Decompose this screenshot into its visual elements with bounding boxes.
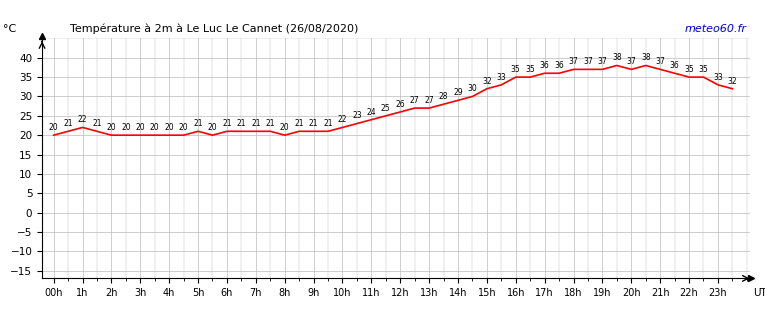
Text: 20: 20 [49, 123, 58, 132]
Text: 38: 38 [612, 53, 622, 62]
Text: 20: 20 [179, 123, 188, 132]
Text: 37: 37 [656, 57, 665, 66]
Text: 29: 29 [453, 88, 463, 97]
Text: 27: 27 [410, 96, 419, 105]
Text: 30: 30 [467, 84, 477, 93]
Text: 33: 33 [496, 73, 506, 82]
Text: °C: °C [3, 24, 16, 34]
Text: 20: 20 [207, 123, 217, 132]
Text: 37: 37 [568, 57, 578, 66]
Text: 21: 21 [236, 119, 246, 128]
Text: 37: 37 [597, 57, 607, 66]
Text: meteo60.fr: meteo60.fr [684, 24, 746, 34]
Text: 20: 20 [150, 123, 160, 132]
Text: 21: 21 [251, 119, 261, 128]
Text: 21: 21 [324, 119, 333, 128]
Text: 35: 35 [698, 65, 708, 74]
Text: 25: 25 [381, 104, 391, 113]
Text: 27: 27 [425, 96, 434, 105]
Text: 21: 21 [309, 119, 318, 128]
Text: 21: 21 [194, 119, 203, 128]
Text: 20: 20 [106, 123, 116, 132]
Text: UTC: UTC [754, 288, 765, 298]
Text: 36: 36 [540, 61, 549, 70]
Text: 37: 37 [627, 57, 636, 66]
Text: 21: 21 [222, 119, 232, 128]
Text: 35: 35 [511, 65, 521, 74]
Text: 35: 35 [526, 65, 535, 74]
Text: 32: 32 [728, 76, 737, 86]
Text: 26: 26 [396, 100, 405, 109]
Text: 37: 37 [583, 57, 593, 66]
Text: 32: 32 [482, 76, 492, 86]
Text: 21: 21 [63, 119, 73, 128]
Text: 20: 20 [280, 123, 289, 132]
Text: 22: 22 [337, 115, 347, 124]
Text: 38: 38 [641, 53, 650, 62]
Text: 21: 21 [93, 119, 102, 128]
Text: 36: 36 [554, 61, 564, 70]
Text: 20: 20 [135, 123, 145, 132]
Text: Température à 2m à Le Luc Le Cannet (26/08/2020): Température à 2m à Le Luc Le Cannet (26/… [70, 23, 359, 34]
Text: 33: 33 [713, 73, 723, 82]
Text: 21: 21 [295, 119, 304, 128]
Text: 21: 21 [265, 119, 275, 128]
Text: 35: 35 [684, 65, 694, 74]
Text: 20: 20 [164, 123, 174, 132]
Text: 28: 28 [439, 92, 448, 101]
Text: 36: 36 [669, 61, 679, 70]
Text: 24: 24 [366, 108, 376, 116]
Text: 23: 23 [352, 111, 362, 120]
Text: 22: 22 [78, 115, 87, 124]
Text: 20: 20 [121, 123, 131, 132]
